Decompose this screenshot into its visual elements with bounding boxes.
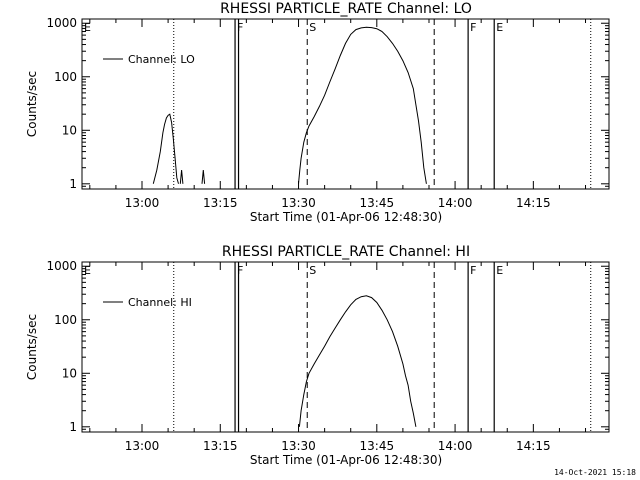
- top-panel-lo: RHESSI PARTICLE_RATE Channel: LO Counts/s…: [25, 1, 610, 224]
- x-tick-label: 13:00: [125, 196, 160, 210]
- marker-letter: E: [84, 264, 91, 277]
- y-tick-label: 1: [69, 177, 77, 191]
- marker-letter: S: [309, 21, 316, 34]
- y-tick-label: 1000: [46, 259, 77, 273]
- marker-letter: E: [496, 21, 503, 34]
- x-tick-label: 13:15: [203, 439, 238, 453]
- chart-title: RHESSI PARTICLE_RATE Channel: LO: [220, 1, 472, 17]
- y-axis-label: Counts/sec: [25, 71, 39, 137]
- marker-letter: E: [84, 21, 91, 34]
- y-tick-label: 100: [54, 313, 77, 327]
- x-tick-label: 13:45: [360, 439, 395, 453]
- chart-title: RHESSI PARTICLE_RATE Channel: HI: [222, 244, 470, 260]
- marker-letter: F: [470, 264, 476, 277]
- marker-letter: F: [237, 264, 243, 277]
- series-line: [179, 170, 184, 184]
- y-tick-label: 10: [62, 366, 77, 380]
- x-tick-label: 14:00: [438, 439, 473, 453]
- footer-timestamp: 14-Oct-2021 15:18: [554, 468, 636, 477]
- x-tick-label: 14:15: [516, 196, 551, 210]
- y-tick-label: 1: [69, 420, 77, 434]
- x-tick-label: 13:00: [125, 439, 160, 453]
- x-tick-label: 13:30: [281, 439, 316, 453]
- x-axis-label: Start Time (01-Apr-06 12:48:30): [250, 453, 442, 467]
- x-tick-label: 14:00: [438, 196, 473, 210]
- marker-letter: E: [496, 264, 503, 277]
- plot-frame: [81, 261, 610, 433]
- series-line: [201, 170, 206, 184]
- marker-letter: S: [309, 264, 316, 277]
- bottom-panel-hi: RHESSI PARTICLE_RATE Channel: HI Counts/s…: [25, 244, 610, 467]
- marker-letter: F: [470, 21, 476, 34]
- x-tick-label: 13:15: [203, 196, 238, 210]
- y-tick-label: 1000: [46, 16, 77, 30]
- x-tick-label: 14:15: [516, 439, 551, 453]
- legend-entry: Channel: HI: [128, 296, 192, 309]
- series-line: [298, 295, 417, 427]
- x-tick-label: 13:45: [360, 196, 395, 210]
- y-axis-label: Counts/sec: [25, 314, 39, 380]
- x-axis-label: Start Time (01-Apr-06 12:48:30): [250, 210, 442, 224]
- series-line: [298, 26, 427, 184]
- x-tick-label: 13:30: [281, 196, 316, 210]
- legend-entry: Channel: LO: [128, 53, 195, 66]
- y-tick-label: 10: [62, 123, 77, 137]
- marker-letter: F: [237, 21, 243, 34]
- y-tick-label: 100: [54, 70, 77, 84]
- plot-frame: [81, 18, 610, 190]
- series-line: [152, 113, 179, 184]
